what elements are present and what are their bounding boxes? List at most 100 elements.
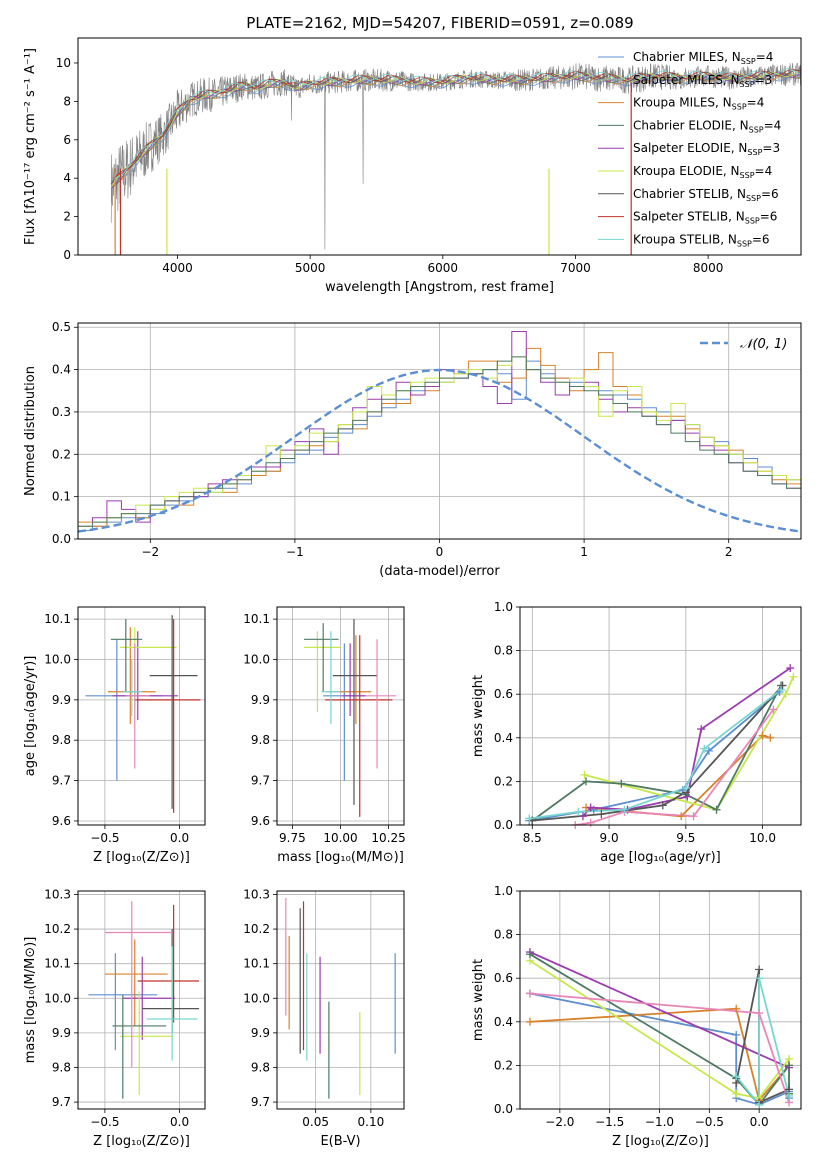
y-tick-label: 9.7 xyxy=(52,1095,71,1109)
legend-series-name: Kroupa ELODIE, N xyxy=(633,164,740,178)
legend-nssp-value: =4 xyxy=(755,164,773,178)
mass-weight-marker xyxy=(766,733,775,742)
legend-nssp-subscript: SSP xyxy=(741,57,756,66)
x-axis-label: Z [log₁₀(Z/Z⊙)] xyxy=(93,1134,190,1149)
axes-frame xyxy=(77,322,802,540)
y-tick-label: 0.2 xyxy=(494,774,513,788)
legend-entry: Chabrier STELIB, NSSP=6 xyxy=(633,187,779,203)
y-tick-label: 0.4 xyxy=(52,363,71,377)
observed-spectrum-line xyxy=(110,62,801,250)
plot-area xyxy=(88,901,200,1099)
y-tick-label: 9.8 xyxy=(52,1060,71,1074)
x-tick-label: −1.5 xyxy=(595,1115,624,1129)
legend-series-name: Kroupa MILES, N xyxy=(633,96,732,110)
legend-nssp-value: =6 xyxy=(752,232,770,246)
y-axis-label: age [log₁₀(age/yr)] xyxy=(23,656,38,777)
x-tick-label: −0.5 xyxy=(695,1115,724,1129)
y-tick-label: 0.0 xyxy=(52,532,71,546)
legend-nssp-value: =3 xyxy=(762,141,780,155)
y-tick-label: 0.1 xyxy=(52,490,71,504)
mass-weight-marker xyxy=(580,770,589,779)
axes-frame xyxy=(276,890,405,1110)
mass-weight-marker xyxy=(778,681,787,690)
mass-weight-line xyxy=(531,685,782,822)
x-tick-label: 10.25 xyxy=(371,831,405,845)
axes-frame xyxy=(77,606,206,826)
x-tick-label: 8.5 xyxy=(523,831,542,845)
y-tick-label: 9.7 xyxy=(251,1095,270,1109)
mass-weight-line xyxy=(585,734,771,818)
mass-weight-marker xyxy=(781,690,790,699)
legend-nssp-subscript: SSP xyxy=(732,103,747,112)
mass-weight-marker xyxy=(755,965,764,974)
legend-nssp-value: =4 xyxy=(756,50,774,64)
x-tick-label: −2.0 xyxy=(545,1115,574,1129)
plot-area xyxy=(529,667,795,825)
axes-frame xyxy=(519,890,802,1110)
mass-weight-marker xyxy=(525,814,534,823)
mass-weight-marker xyxy=(597,810,606,819)
y-tick-label: 0.2 xyxy=(494,1058,513,1072)
y-tick-label: 0.4 xyxy=(494,1015,513,1029)
legend-series-name: Chabrier MILES, N xyxy=(633,50,741,64)
y-tick-label: 0.0 xyxy=(494,1102,513,1116)
x-tick-label: 1 xyxy=(580,545,588,559)
legend-series-name: Salpeter MILES, N xyxy=(633,73,740,87)
legend-entry: Kroupa ELODIE, NSSP=4 xyxy=(633,164,772,180)
y-tick-label: 9.6 xyxy=(251,814,270,828)
y-tick-label: 0.6 xyxy=(494,687,513,701)
mass-weight-marker xyxy=(525,950,534,959)
mass-vs-metallicity-panel: −0.5 0.0 9.7 9.8 9.9 10.0 10.1 10.2 10.3 Z [log₁₀… xyxy=(23,887,206,1149)
y-tick-label: 0.8 xyxy=(494,644,513,658)
x-axis-label: mass [log₁₀(M/M⊙)] xyxy=(277,850,404,865)
y-tick-label: 10.1 xyxy=(243,612,270,626)
x-axis-label: age [log₁₀(age/yr)] xyxy=(600,850,721,865)
mass-weight-marker xyxy=(689,812,698,821)
legend-nssp-value: =4 xyxy=(764,118,782,132)
x-tick-label: 10.00 xyxy=(323,831,357,845)
y-tick-label: 10.2 xyxy=(243,922,270,936)
y-tick-label: 9.9 xyxy=(251,693,270,707)
mass-weight-marker xyxy=(697,725,706,734)
mass-weight-line xyxy=(529,1007,790,1103)
mass-weight-marker xyxy=(758,731,767,740)
mass-weight-marker xyxy=(732,1089,741,1098)
x-tick-label: −2 xyxy=(141,545,159,559)
y-tick-label: 4 xyxy=(63,171,71,185)
mass-weight-marker xyxy=(712,805,721,814)
residuals-panel: −2 −1 0 1 2 0.0 0.1 0.2 0.3 0.4 0.5 (data-model)/er… xyxy=(23,320,802,579)
legend-nssp-value: =3 xyxy=(755,73,773,87)
legend-series-name: Salpeter ELODIE, N xyxy=(633,141,747,155)
mass-weight-marker xyxy=(732,1004,741,1013)
y-tick-label: 1.0 xyxy=(494,884,513,898)
x-tick-label: 8000 xyxy=(693,261,724,275)
mass-vs-ebv-panel: 0.05 0.10 9.7 9.8 9.9 10.0 10.1 10.2 10.3 E(B-V) xyxy=(243,887,405,1149)
y-axis-label: Normed distribution xyxy=(23,366,38,496)
y-tick-label: 9.7 xyxy=(52,774,71,788)
y-tick-label: 10.0 xyxy=(44,991,71,1005)
mass-weight-marker xyxy=(785,1061,794,1070)
mass-weight-marker xyxy=(755,974,764,983)
x-axis-label: wavelength [Angstrom, rest frame] xyxy=(325,280,554,295)
mass-weight-marker xyxy=(574,807,583,816)
mass-weight-marker xyxy=(582,777,591,786)
age-vs-mass-panel: 9.75 10.00 10.25 9.6 9.7 9.8 9.9 10.0 10.1 mass [… xyxy=(243,606,406,865)
plot-area xyxy=(303,619,397,817)
model-spectrum-line xyxy=(110,68,800,181)
plot-area xyxy=(285,897,396,1099)
residual-histogram-step xyxy=(78,347,801,539)
legend-entry: Kroupa STELIB, NSSP=6 xyxy=(633,232,770,248)
x-tick-label: 9.0 xyxy=(600,831,619,845)
mass-weight-marker xyxy=(525,1017,534,1026)
legend-nssp-subscript: SSP xyxy=(747,148,762,157)
y-tick-label: 10.3 xyxy=(243,887,270,901)
y-tick-label: 1.0 xyxy=(494,600,513,614)
mass-weight-marker xyxy=(578,812,587,821)
y-axis-label: mass weight xyxy=(471,675,486,757)
x-tick-label: −0.5 xyxy=(90,831,119,845)
mass-weight-marker xyxy=(681,783,690,792)
x-tick-label: 0.0 xyxy=(170,1115,189,1129)
legend-entry: Salpeter STELIB, NSSP=6 xyxy=(633,210,777,226)
